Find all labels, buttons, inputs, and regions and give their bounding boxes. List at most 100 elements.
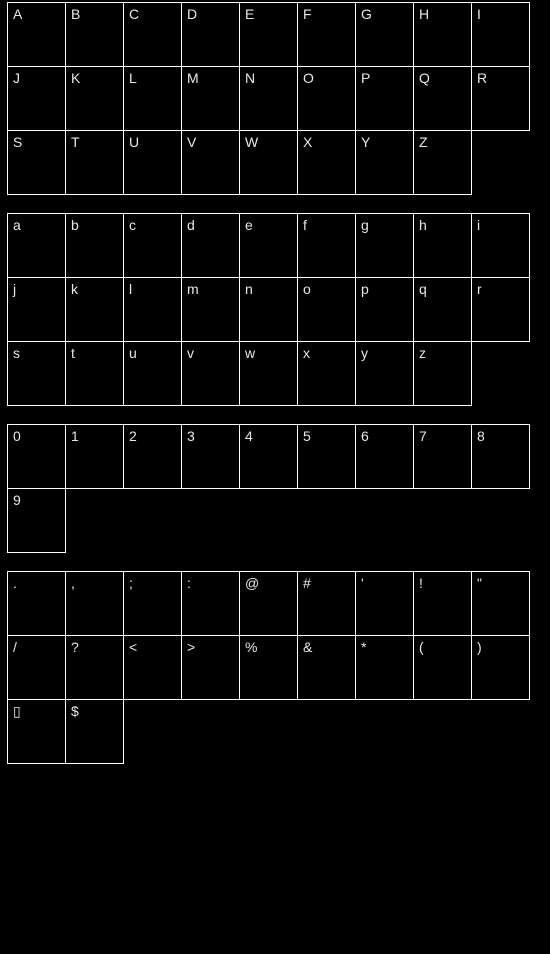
char-cell: u xyxy=(123,341,182,406)
char-cell: f xyxy=(297,213,356,278)
glyph-label: % xyxy=(245,639,257,655)
char-cell: * xyxy=(355,635,414,700)
char-cell: ▯ xyxy=(7,699,66,764)
glyph-label: . xyxy=(13,575,17,591)
glyph-label: F xyxy=(303,6,312,22)
char-cell: b xyxy=(65,213,124,278)
char-cell: 2 xyxy=(123,424,182,489)
char-cell: > xyxy=(181,635,240,700)
char-group-uppercase: ABCDEFGHIJKLMNOPQRSTUVWXYZ xyxy=(7,2,530,194)
glyph-label: A xyxy=(13,6,22,22)
char-cell: R xyxy=(471,66,530,131)
glyph-label: K xyxy=(71,70,80,86)
glyph-label: n xyxy=(245,281,253,297)
glyph-label: & xyxy=(303,639,312,655)
char-cell: m xyxy=(181,277,240,342)
glyph-label: 4 xyxy=(245,428,253,444)
char-cell: $ xyxy=(65,699,124,764)
char-cell: B xyxy=(65,2,124,67)
glyph-label: W xyxy=(245,134,258,150)
glyph-label: , xyxy=(71,575,75,591)
char-cell: ' xyxy=(355,571,414,636)
glyph-label: p xyxy=(361,281,369,297)
glyph-label: ( xyxy=(419,639,424,655)
glyph-label: D xyxy=(187,6,197,22)
glyph-label: U xyxy=(129,134,139,150)
char-cell: 8 xyxy=(471,424,530,489)
glyph-label: i xyxy=(477,217,480,233)
glyph-label: L xyxy=(129,70,137,86)
glyph-label: c xyxy=(129,217,136,233)
glyph-label: H xyxy=(419,6,429,22)
char-cell: ? xyxy=(65,635,124,700)
char-cell: 3 xyxy=(181,424,240,489)
char-cell: 4 xyxy=(239,424,298,489)
char-cell: Z xyxy=(413,130,472,195)
glyph-label: v xyxy=(187,345,194,361)
glyph-label: $ xyxy=(71,703,79,719)
glyph-label: 0 xyxy=(13,428,21,444)
char-cell: ) xyxy=(471,635,530,700)
glyph-label: " xyxy=(477,575,482,591)
glyph-label: 2 xyxy=(129,428,137,444)
char-cell: & xyxy=(297,635,356,700)
glyph-label: O xyxy=(303,70,314,86)
char-cell: p xyxy=(355,277,414,342)
char-group-lowercase: abcdefghijklmnopqrstuvwxyz xyxy=(7,213,530,405)
glyph-label: 1 xyxy=(71,428,79,444)
char-cell: N xyxy=(239,66,298,131)
char-cell: x xyxy=(297,341,356,406)
glyph-label: s xyxy=(13,345,20,361)
char-cell: o xyxy=(297,277,356,342)
glyph-label: 8 xyxy=(477,428,485,444)
glyph-label: g xyxy=(361,217,369,233)
glyph-label: ? xyxy=(71,639,79,655)
char-cell: W xyxy=(239,130,298,195)
char-cell: t xyxy=(65,341,124,406)
char-cell: , xyxy=(65,571,124,636)
glyph-label: G xyxy=(361,6,372,22)
glyph-label: M xyxy=(187,70,199,86)
char-cell: n xyxy=(239,277,298,342)
char-cell: ; xyxy=(123,571,182,636)
char-cell: S xyxy=(7,130,66,195)
char-cell: h xyxy=(413,213,472,278)
char-cell: J xyxy=(7,66,66,131)
glyph-label: V xyxy=(187,134,196,150)
glyph-label: @ xyxy=(245,575,259,591)
glyph-label: j xyxy=(13,281,16,297)
glyph-label: x xyxy=(303,345,310,361)
glyph-label: P xyxy=(361,70,370,86)
char-cell: 6 xyxy=(355,424,414,489)
glyph-label: # xyxy=(303,575,311,591)
glyph-label: r xyxy=(477,281,482,297)
glyph-label: T xyxy=(71,134,80,150)
glyph-label: N xyxy=(245,70,255,86)
char-cell: V xyxy=(181,130,240,195)
char-cell: s xyxy=(7,341,66,406)
char-cell: Q xyxy=(413,66,472,131)
glyph-label: t xyxy=(71,345,75,361)
char-cell: / xyxy=(7,635,66,700)
char-cell: L xyxy=(123,66,182,131)
char-cell: : xyxy=(181,571,240,636)
char-cell: a xyxy=(7,213,66,278)
glyph-label: Q xyxy=(419,70,430,86)
glyph-label: Y xyxy=(361,134,370,150)
char-cell: " xyxy=(471,571,530,636)
char-cell: C xyxy=(123,2,182,67)
char-cell: D xyxy=(181,2,240,67)
glyph-label: I xyxy=(477,6,481,22)
glyph-label: : xyxy=(187,575,191,591)
char-cell: U xyxy=(123,130,182,195)
char-cell: # xyxy=(297,571,356,636)
glyph-label: f xyxy=(303,217,307,233)
glyph-label: b xyxy=(71,217,79,233)
char-cell: j xyxy=(7,277,66,342)
char-cell: 7 xyxy=(413,424,472,489)
glyph-label: ▯ xyxy=(13,703,21,719)
char-cell: G xyxy=(355,2,414,67)
glyph-label: ! xyxy=(419,575,423,591)
glyph-label: Z xyxy=(419,134,428,150)
glyph-label: > xyxy=(187,639,195,655)
